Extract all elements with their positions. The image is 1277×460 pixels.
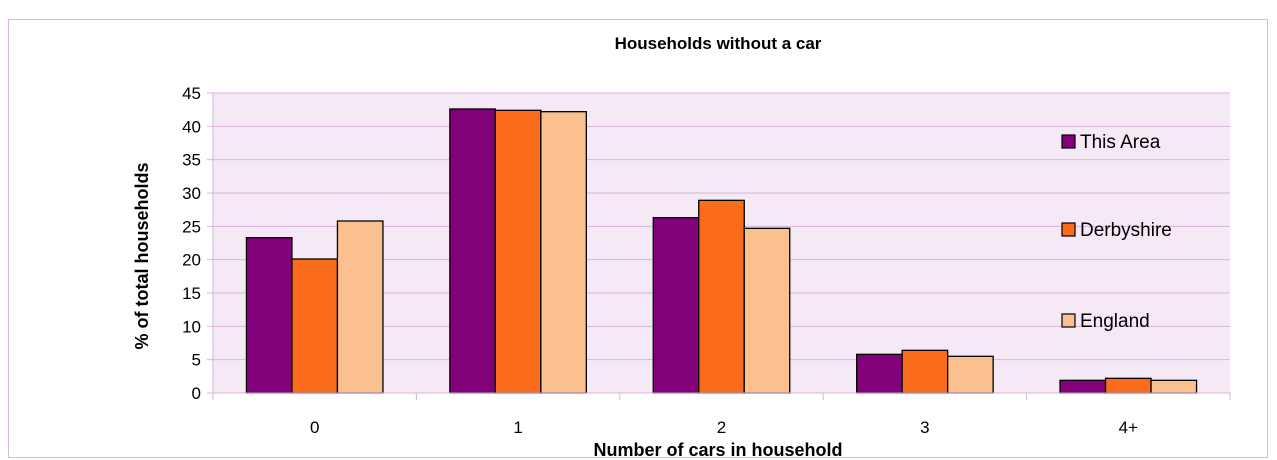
bar-derbyshire-4plus — [1104, 377, 1152, 394]
y-tick-label: 35 — [182, 151, 201, 170]
bar-derbyshire-3 — [901, 349, 949, 394]
y-axis-title: % of total households — [132, 163, 152, 350]
x-tick-label: 2 — [717, 418, 726, 437]
bar-derbyshire-2 — [698, 199, 745, 394]
y-tick-label: 5 — [192, 351, 201, 370]
x-tick-label: 0 — [310, 418, 319, 437]
y-tick-label: 20 — [182, 251, 201, 270]
x-tick-label: 4+ — [1119, 418, 1138, 437]
bar-england-3 — [947, 355, 994, 394]
bar-england-1 — [540, 111, 587, 394]
bar-england-4plus — [1150, 379, 1198, 394]
legend-swatch — [1061, 134, 1076, 149]
x-axis-title: Number of cars in household — [593, 440, 842, 460]
y-tick-label: 10 — [182, 317, 201, 336]
bars — [245, 108, 1198, 394]
chart-title: Households without a car — [615, 34, 822, 53]
bar-this-area-2 — [652, 217, 700, 394]
y-tick-label: 25 — [182, 217, 201, 236]
bar-england-0 — [336, 220, 384, 394]
y-tick-label: 45 — [182, 84, 201, 103]
bar-this-area-1 — [449, 108, 497, 394]
legend-label: This Area — [1080, 132, 1161, 153]
x-tick-label: 1 — [513, 418, 522, 437]
x-tick-labels: 0 1 2 3 4+ — [310, 418, 1138, 437]
bar-this-area-4plus — [1059, 379, 1107, 394]
legend-label: Derbyshire — [1080, 220, 1172, 241]
y-tick-label: 0 — [192, 384, 201, 403]
x-tick-label: 3 — [920, 418, 929, 437]
bar-this-area-3 — [856, 353, 903, 394]
y-tick-label: 40 — [182, 117, 201, 136]
y-tick-label: 15 — [182, 284, 201, 303]
axes — [207, 93, 1231, 400]
y-tick-label: 30 — [182, 184, 201, 203]
legend-label: England — [1080, 311, 1150, 332]
y-tick-labels: 0 5 10 15 20 25 30 35 40 45 — [182, 84, 201, 403]
bar-england-2 — [743, 227, 791, 394]
legend: This Area Derbyshire England — [1061, 132, 1172, 332]
bar-derbyshire-1 — [494, 109, 542, 394]
legend-swatch — [1061, 313, 1076, 328]
legend-swatch — [1061, 222, 1076, 237]
bar-derbyshire-0 — [291, 258, 339, 394]
bar-this-area-0 — [245, 237, 293, 394]
